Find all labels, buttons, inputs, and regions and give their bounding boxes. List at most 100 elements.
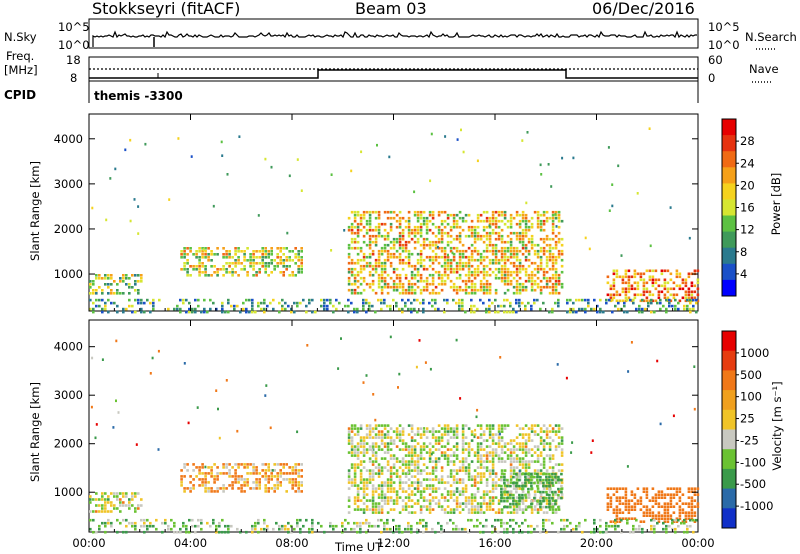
echo-cell	[395, 524, 398, 528]
echo-cell	[276, 487, 279, 490]
echo-cell	[222, 463, 225, 466]
echo-cell	[657, 520, 661, 523]
echo-cell	[128, 298, 131, 302]
echo-cell	[443, 270, 447, 274]
echo-cell	[263, 310, 266, 314]
echo-cell	[210, 466, 213, 469]
echo-cell	[198, 256, 201, 259]
echo-cell	[627, 296, 631, 300]
echo-cell	[389, 499, 393, 502]
echo-cell	[518, 222, 522, 226]
echo-cell	[485, 234, 489, 238]
echo-cell	[377, 249, 381, 253]
echo-cell	[341, 521, 344, 525]
echo-cell	[353, 237, 357, 241]
echo-cell	[530, 225, 534, 229]
echo-cell	[554, 478, 557, 482]
echo-cell	[398, 258, 402, 262]
echo-cell	[383, 442, 387, 445]
echo-cell	[621, 278, 625, 282]
echo-cell	[530, 288, 534, 292]
echo-cell	[560, 481, 564, 484]
echo-cell	[491, 478, 495, 481]
echo-cell	[521, 502, 525, 505]
echo-cell	[557, 240, 561, 244]
echo-cell	[395, 445, 399, 448]
echo-cell	[645, 487, 649, 490]
echo-cell	[377, 261, 381, 265]
echo-region	[347, 210, 564, 295]
echo-cell	[449, 270, 453, 274]
echo-cell	[263, 298, 266, 302]
echo-cell	[551, 490, 554, 494]
echo-cell	[365, 481, 369, 484]
velocity-panel-frame	[88, 319, 699, 533]
echo-cell	[89, 283, 92, 286]
echo-cell	[294, 478, 297, 481]
echo-cell	[189, 487, 192, 490]
echo-cell	[524, 243, 528, 247]
echo-cell	[515, 436, 519, 439]
echo-cell	[696, 505, 700, 508]
echo-cell	[192, 478, 195, 481]
echo-cell	[225, 472, 228, 475]
echo-cell	[488, 433, 492, 436]
echo-cell	[392, 502, 396, 505]
echo-cell	[443, 511, 447, 514]
echo-cell	[383, 210, 387, 214]
echo-cell	[422, 219, 426, 223]
freq-tick-bottom: 8	[70, 71, 78, 85]
echo-cell	[380, 424, 384, 427]
echo-cell	[488, 298, 491, 302]
echo-cell	[491, 530, 494, 534]
echo-cell	[362, 298, 365, 302]
echo-cell	[368, 472, 372, 475]
echo-cell	[110, 501, 113, 504]
echo-cell	[362, 511, 366, 514]
echo-cell	[449, 427, 453, 430]
echo-cell	[207, 259, 210, 262]
echo-cell	[422, 448, 426, 451]
echo-cell	[210, 274, 213, 277]
echo-cell	[684, 296, 688, 300]
echo-cell	[413, 475, 417, 478]
echo-cell	[362, 304, 365, 308]
echo-cell	[368, 445, 372, 448]
echo-cell	[273, 469, 276, 472]
echo-cell	[428, 210, 432, 214]
echo-cell	[551, 310, 554, 314]
echo-cell	[353, 463, 357, 466]
echo-cell	[611, 310, 614, 314]
echo-cell	[437, 240, 441, 244]
echo-cell	[407, 466, 411, 469]
echo-cell	[473, 484, 477, 487]
echo-cell	[167, 307, 170, 311]
echo-cell	[281, 307, 284, 311]
echo-cell	[500, 246, 504, 250]
echo-cell	[110, 301, 113, 305]
echo-cell	[183, 487, 186, 490]
echo-cell	[404, 490, 408, 493]
echo-cell	[407, 291, 411, 295]
power-colorbar-tick-label: 28	[740, 134, 755, 148]
echo-cell	[656, 301, 659, 305]
echo-cell	[440, 530, 443, 534]
echo-cell	[657, 505, 661, 508]
echo-cell	[521, 463, 525, 466]
echo-cell	[404, 249, 408, 253]
echo-cell	[692, 304, 695, 308]
echo-cell	[197, 304, 200, 308]
echo-cell	[383, 457, 387, 460]
echo-cell	[494, 258, 498, 262]
echo-cell	[551, 282, 555, 286]
echo-cell	[590, 307, 593, 311]
echo-cell	[380, 505, 384, 508]
scatter-echo	[693, 407, 696, 411]
echo-cell	[645, 287, 649, 291]
echo-cell	[639, 299, 643, 303]
echo-cell	[389, 487, 393, 490]
echo-cell	[530, 240, 534, 244]
echo-cell	[359, 424, 363, 427]
echo-cell	[521, 472, 524, 476]
echo-cell	[539, 475, 542, 479]
